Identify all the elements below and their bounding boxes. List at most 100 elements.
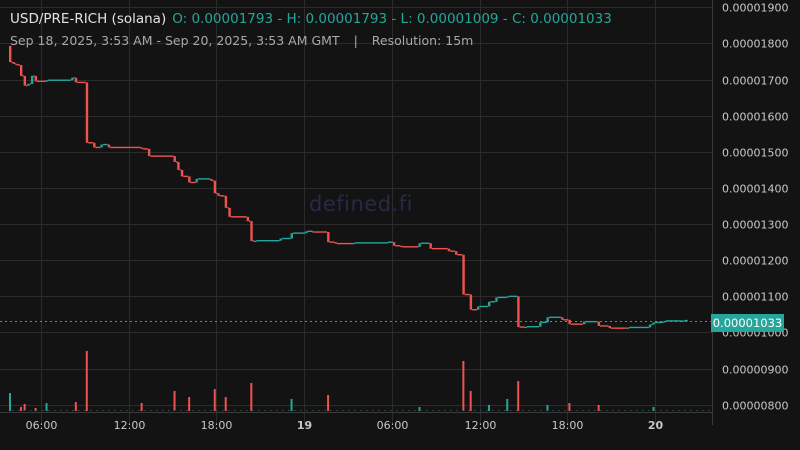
volume-bar-minor [444,410,446,411]
candles [9,45,688,329]
volume-bar-minor [516,410,518,411]
candle [34,75,46,83]
volume-bar-minor [354,410,356,411]
volume-bar-minor [36,410,38,411]
candle [23,75,28,87]
candle-run [216,192,218,195]
candle [469,294,477,311]
volume-bar-minor [150,410,152,411]
volume-bar-minor [702,410,704,411]
candle-run [563,319,569,321]
candle [626,326,649,329]
volume-bar-minor [258,410,260,411]
candle-body [93,142,96,148]
volume-bar-minor [468,410,470,411]
volume-bar-minor [642,410,644,411]
candle-body [506,296,509,298]
volume-bar-minor [360,410,362,411]
candle-body [462,254,465,295]
volume-bar-minor [540,410,542,411]
volume-bar-minor [504,410,506,411]
candle [279,237,291,241]
candle [74,77,86,84]
candle-run [450,250,456,252]
volume-bar-minor [426,410,428,411]
volume-bar-minor [318,410,320,411]
volume-bar-minor [66,410,68,411]
candle [648,323,653,328]
candle-run [175,161,178,163]
volume-bar-minor [12,410,14,411]
volume-bar-minor [228,410,230,411]
volume-bar [290,399,293,411]
volume-bar-minor [570,410,572,411]
volume-bars [9,351,710,411]
candle [195,178,211,183]
volume-bar-minor [300,410,302,411]
candle-run [472,309,477,311]
y-tick-label: 0.00001400 [722,183,788,196]
x-tick-label: 06:00 [26,419,58,432]
candle [597,321,609,327]
candle-run [292,232,306,234]
candle [327,232,335,243]
volume-bar [9,393,11,411]
candle-run [256,239,280,242]
volume-bar-minor [96,410,98,411]
volume-bar-minor [288,410,290,411]
candle-body [23,75,27,86]
header-separator: | [353,33,358,48]
candle-run [18,64,20,66]
x-tick-label: 19 [297,419,312,432]
volume-bar-minor [216,410,218,411]
y-tick-label: 0.00001100 [722,291,788,304]
candle-body [107,144,111,148]
volume-bar-minor [588,410,590,411]
candle [107,144,141,149]
candle-run [190,181,196,184]
candle [253,239,280,243]
candle [385,241,393,244]
candle [27,83,31,86]
candle-body [517,296,520,328]
volume-bar [224,397,227,411]
candle-body [429,243,432,249]
candle-body [539,322,542,327]
candle-run [402,246,419,248]
candle-body [19,65,23,76]
candle-body [568,319,571,325]
candle [462,254,470,296]
candle-body [385,242,388,244]
volume-bar [250,383,253,411]
candle-run [249,220,251,222]
candle-run [431,247,448,250]
candle-body [45,80,48,82]
candle-run [629,326,649,329]
volume-bar-minor [252,410,254,411]
candle-run [665,320,682,322]
candle-run [15,63,17,65]
watermark-logo: defined.fi [309,192,413,216]
candle-run [281,237,291,240]
candle-run [684,319,688,322]
candle-body [71,77,74,81]
candle-body [74,77,78,83]
candle-body [195,178,198,183]
volume-bar [418,407,421,411]
candle-run [307,230,313,232]
volume-bar-minor [474,410,476,411]
volume-bar-minor [594,410,596,411]
volume-bar-minor [132,410,134,411]
candle [524,326,540,329]
volume-bar-minor [486,410,488,411]
candle-run [479,305,488,308]
candle-body [312,231,315,233]
volume-bar-minor [120,410,122,411]
candle [477,305,488,310]
candle [30,75,35,84]
candle-run [36,80,46,83]
candle [173,156,178,163]
volume-bar-minor [372,410,374,411]
candle-run [143,148,148,150]
